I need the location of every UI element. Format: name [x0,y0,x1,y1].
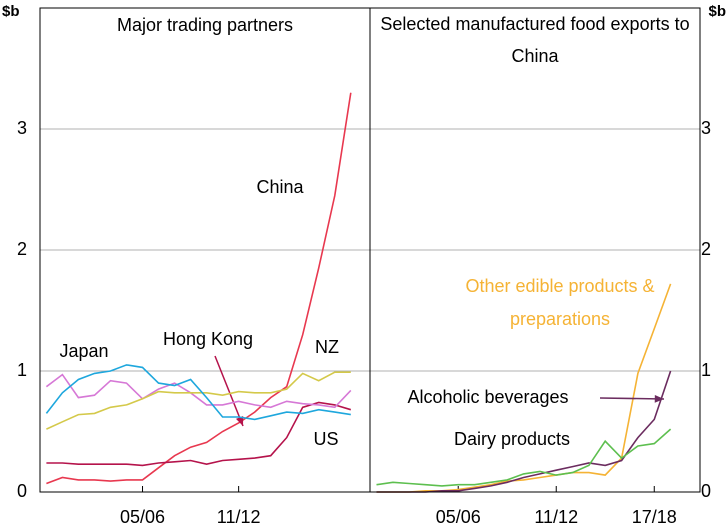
series-label: NZ [315,337,339,357]
x-tick-label: 11/12 [217,507,261,527]
panel-title: Major trading partners [117,15,293,35]
series-label: Other edible products & preparations [465,276,655,329]
x-tick-label: 17/18 [632,507,677,527]
x-tick-label: 05/06 [120,507,165,527]
series-label: Alcoholic beverages [407,387,568,407]
arrow-shaft [599,397,665,400]
x-tick-label: 11/12 [534,507,578,527]
y-tick-label: 0 [17,481,27,501]
series-label: China [256,177,304,197]
series-line [376,428,672,487]
series-line [46,401,352,467]
y-tick-label: 3 [701,118,711,138]
series-label: Japan [59,341,108,361]
y-tick-label: 1 [701,360,711,380]
series-label: US [313,429,338,449]
y-tick-label: 0 [701,481,711,501]
arrow-head [654,394,664,403]
series-line [46,92,352,485]
arrow-shaft [214,355,244,427]
y-tick-label: 2 [17,239,27,259]
series-label: Hong Kong [163,329,253,349]
panel-title: Selected manufactured food exports to Ch… [380,14,690,66]
y-tick-label: 1 [17,360,27,380]
series-line [45,373,352,409]
y-tick-label: 3 [17,118,27,138]
y-unit-label: $b [2,3,20,20]
y-tick-label: 2 [701,239,711,259]
y-unit-label: $b [708,3,726,20]
arrow-head [235,416,244,426]
x-tick-label: 05/06 [436,507,481,527]
series-line [45,364,351,421]
series-label: Dairy products [454,429,570,449]
series-line [46,371,351,430]
